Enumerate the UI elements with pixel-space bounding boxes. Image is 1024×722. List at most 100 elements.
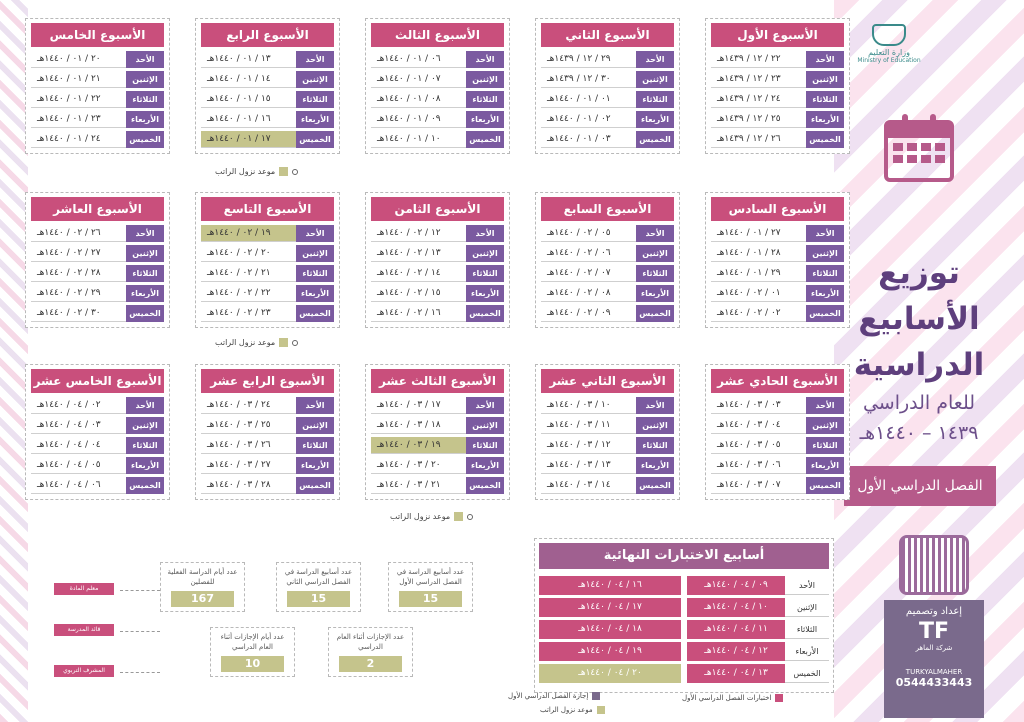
stat-holiday-days: عدد أيام الإجازات أثناء العام الدراسي 10 xyxy=(210,627,295,677)
day-label: الأحد xyxy=(466,51,504,68)
day-date: ٠٥ / ٠٤ / ١٤٤٠هـ xyxy=(31,457,126,474)
salary-swatch xyxy=(279,338,289,347)
signature-supervisor: المشرف التربوي xyxy=(54,665,114,677)
credits-panel: إعداد وتصميم TF شركة الماهر TURKYALMAHER… xyxy=(884,600,984,718)
day-date: ١٧ / ٠١ / ١٤٤٠هـ xyxy=(201,131,296,148)
final-exam-date: ١٩ / ٠٤ / ١٤٤٠هـ xyxy=(539,642,681,661)
legend-holiday-text: إجازة الفصل الدراسي الأول xyxy=(508,692,589,700)
day-label: الأحد xyxy=(126,51,164,68)
week-day-row: الثلاثاء ٠١ / ٠١ / ١٤٤٠هـ xyxy=(541,91,674,108)
final-exams-panel: أسابيع الاختبارات النهائية الأحد ٠٩ / ٠٤ … xyxy=(534,538,834,693)
stat-weeks-sem1: عدد أسابيع الدراسة في الفصل الدراسي الأو… xyxy=(388,562,473,612)
credits-company: شركة الماهر xyxy=(915,644,953,652)
day-label: الأربعاء xyxy=(636,285,674,302)
week-day-row: الأحد ٠٣ / ٠٣ / ١٤٤٠هـ xyxy=(711,397,844,414)
day-label: الأربعاء xyxy=(785,642,829,661)
week-day-row: الإثنين ١١ / ٠٣ / ١٤٤٠هـ xyxy=(541,417,674,434)
day-label: الأحد xyxy=(806,51,844,68)
week-day-row: الأربعاء ٠٥ / ٠٤ / ١٤٤٠هـ xyxy=(31,457,164,474)
week-day-row: الثلاثاء ٠٤ / ٠٤ / ١٤٤٠هـ xyxy=(31,437,164,454)
day-date: ٢٣ / ١٢ / ١٤٣٩هـ xyxy=(711,71,806,88)
day-label: الأحد xyxy=(636,397,674,414)
day-label: الثلاثاء xyxy=(466,91,504,108)
day-date: ١٤ / ٠١ / ١٤٤٠هـ xyxy=(201,71,296,88)
week-card: الأسبوع الرابع الأحد ١٣ / ٠١ / ١٤٤٠هـ الإثن… xyxy=(195,18,340,154)
day-label: الثلاثاء xyxy=(296,265,334,282)
week-day-row: الإثنين ٢٣ / ١٢ / ١٤٣٩هـ xyxy=(711,71,844,88)
week-title: الأسبوع الثالث عشر xyxy=(371,369,504,393)
week-day-row: الثلاثاء ٢٤ / ١٢ / ١٤٣٩هـ xyxy=(711,91,844,108)
day-date: ٢٩ / ١٢ / ١٤٣٩هـ xyxy=(541,51,636,68)
legend-exams: اختبارات الفصل الدراسي الأول xyxy=(682,694,784,702)
ministry-name-en: Ministry of Education xyxy=(857,57,921,64)
day-label: الأربعاء xyxy=(296,285,334,302)
final-exam-date: ١٣ / ٠٤ / ١٤٤٠هـ xyxy=(687,664,785,683)
week-title: الأسبوع الرابع xyxy=(201,23,334,47)
day-label: الأربعاء xyxy=(296,457,334,474)
week-day-row: الأربعاء ١٦ / ٠١ / ١٤٤٠هـ xyxy=(201,111,334,128)
week-title: الأسبوع الأول xyxy=(711,23,844,47)
week-day-row: الإثنين ٠٦ / ٠٢ / ١٤٤٠هـ xyxy=(541,245,674,262)
day-date: ٢٣ / ٠٢ / ١٤٤٠هـ xyxy=(201,305,296,322)
day-label: الأربعاء xyxy=(806,457,844,474)
week-day-row: الثلاثاء ٠٧ / ٠٢ / ١٤٤٠هـ xyxy=(541,265,674,282)
day-label: الأحد xyxy=(126,397,164,414)
day-label: الثلاثاء xyxy=(785,620,829,639)
day-label: الثلاثاء xyxy=(806,437,844,454)
day-label: الأحد xyxy=(296,225,334,242)
subtitle-line-2: ١٤٣٩ – ١٤٤٠هـ xyxy=(859,422,979,444)
semester-badge: الفصل الدراسي الأول xyxy=(844,466,996,506)
credits-prepared: إعداد وتصميم xyxy=(905,606,963,617)
day-label: الخميس xyxy=(126,477,164,494)
day-label: الخميس xyxy=(636,477,674,494)
week-title: الأسبوع العاشر xyxy=(31,197,164,221)
final-exam-row: ١٨ / ٠٤ / ١٤٤٠هـ xyxy=(539,620,681,639)
week-day-row: الإثنين ٣٠ / ١٢ / ١٤٣٩هـ xyxy=(541,71,674,88)
day-label: الخميس xyxy=(126,305,164,322)
day-label: الثلاثاء xyxy=(806,91,844,108)
week-day-row: الثلاثاء ١٢ / ٠٣ / ١٤٤٠هـ xyxy=(541,437,674,454)
week-day-row: الخميس ٠٢ / ٠٢ / ١٤٤٠هـ xyxy=(711,305,844,322)
week-day-row: الخميس ١٤ / ٠٣ / ١٤٤٠هـ xyxy=(541,477,674,494)
week-day-row: الثلاثاء ١٤ / ٠٢ / ١٤٤٠هـ xyxy=(371,265,504,282)
day-date: ٢٤ / ١٢ / ١٤٣٩هـ xyxy=(711,91,806,108)
day-date: ٢٨ / ٠٣ / ١٤٤٠هـ xyxy=(201,477,296,494)
day-label: الخميس xyxy=(636,305,674,322)
salary-note-text: موعد نزول الراتب xyxy=(390,512,451,521)
day-label: الثلاثاء xyxy=(126,265,164,282)
signature-teacher: معلم المادة xyxy=(54,583,114,595)
day-date: ١٨ / ٠٣ / ١٤٤٠هـ xyxy=(371,417,466,434)
day-label: الخميس xyxy=(806,305,844,322)
salary-note-text: موعد نزول الراتب xyxy=(215,167,276,176)
day-label: الثلاثاء xyxy=(466,265,504,282)
day-date: ٠٤ / ٠٣ / ١٤٤٠هـ xyxy=(711,417,806,434)
title-line-2: الأسابيع xyxy=(858,301,980,337)
week-card: الأسبوع الرابع عشر الأحد ٢٤ / ٠٣ / ١٤٤٠هـ ا… xyxy=(195,364,340,500)
day-date: ١٣ / ٠٢ / ١٤٤٠هـ xyxy=(371,245,466,262)
day-date: ١٥ / ٠٢ / ١٤٤٠هـ xyxy=(371,285,466,302)
week-day-row: الأربعاء ١٥ / ٠٢ / ١٤٤٠هـ xyxy=(371,285,504,302)
legend-salary: موعد نزول الراتب xyxy=(540,706,605,714)
week-card: الأسبوع العاشر الأحد ٢٦ / ٠٢ / ١٤٤٠هـ الإثن… xyxy=(25,192,170,328)
final-exam-date: ١٨ / ٠٤ / ١٤٤٠هـ xyxy=(539,620,681,639)
week-day-row: الإثنين ٢١ / ٠١ / ١٤٤٠هـ xyxy=(31,71,164,88)
day-label: الخميس xyxy=(636,131,674,148)
ministry-logo: وزارة التعليم Ministry of Education xyxy=(844,24,934,64)
day-date: ٢٠ / ٠٣ / ١٤٤٠هـ xyxy=(371,457,466,474)
stat-study-days: عدد أيام الدراسة الفعلية للفصلين 167 xyxy=(160,562,245,612)
week-day-row: الثلاثاء ١٩ / ٠٣ / ١٤٤٠هـ xyxy=(371,437,504,454)
week-day-row: الأربعاء ١٣ / ٠٣ / ١٤٤٠هـ xyxy=(541,457,674,474)
week-day-row: الخميس ٢٨ / ٠٣ / ١٤٤٠هـ xyxy=(201,477,334,494)
week-day-row: الأربعاء ٠٨ / ٠٢ / ١٤٤٠هـ xyxy=(541,285,674,302)
day-label: الثلاثاء xyxy=(636,265,674,282)
week-title: الأسبوع الثالث xyxy=(371,23,504,47)
day-label: الإثنين xyxy=(806,71,844,88)
day-label: الأحد xyxy=(806,397,844,414)
week-day-row: الخميس ٠٧ / ٠٣ / ١٤٤٠هـ xyxy=(711,477,844,494)
credits-handle: TURKYALMAHER xyxy=(905,668,963,676)
day-label: الثلاثاء xyxy=(126,437,164,454)
day-date: ٢٢ / ٠١ / ١٤٤٠هـ xyxy=(31,91,126,108)
day-date: ١٢ / ٠٢ / ١٤٤٠هـ xyxy=(371,225,466,242)
day-date: ٢٢ / ٠٢ / ١٤٤٠هـ xyxy=(201,285,296,302)
week-day-row: الأربعاء ٠٩ / ٠١ / ١٤٤٠هـ xyxy=(371,111,504,128)
